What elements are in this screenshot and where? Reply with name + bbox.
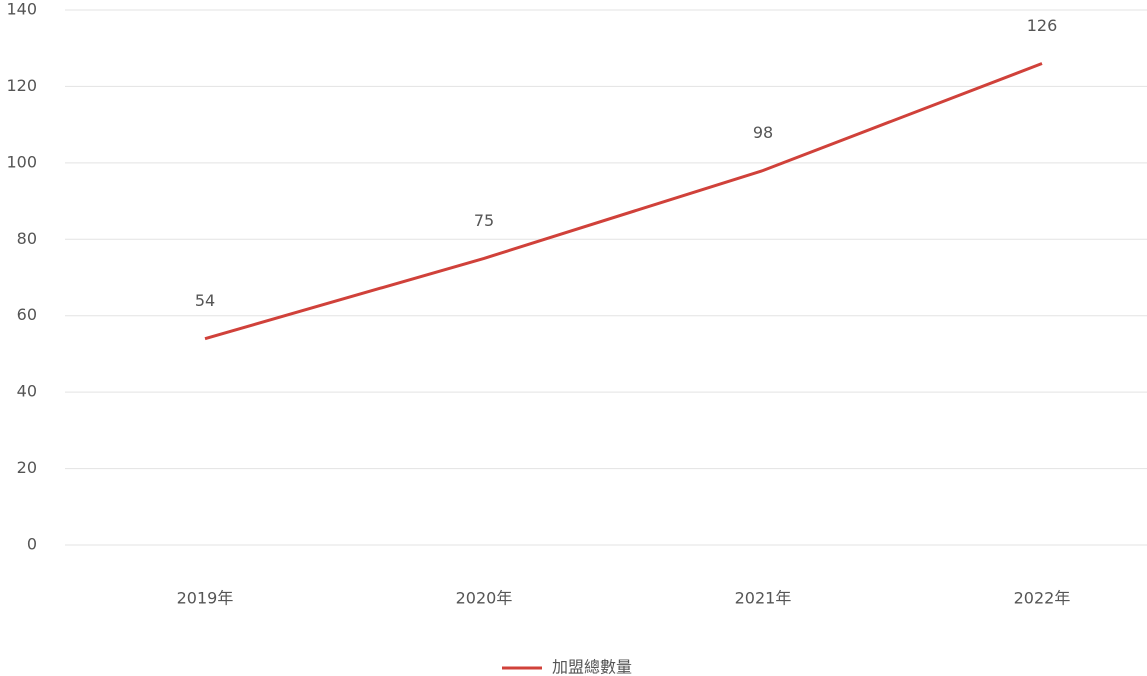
data-label: 98: [753, 123, 773, 142]
x-tick-label: 2021年: [735, 589, 792, 608]
data-label: 126: [1027, 16, 1058, 35]
x-tick-label: 2022年: [1014, 589, 1071, 608]
y-tick-label: 60: [17, 305, 37, 324]
series-line: [204, 62, 1043, 341]
data-label: 75: [474, 211, 494, 230]
y-tick-label: 0: [27, 535, 37, 554]
y-tick-label: 80: [17, 229, 37, 248]
y-tick-label: 120: [6, 76, 37, 95]
x-tick-label: 2020年: [456, 589, 513, 608]
data-label: 54: [195, 291, 215, 310]
x-tick-label: 2019年: [177, 589, 234, 608]
y-tick-label: 40: [17, 382, 37, 401]
y-tick-label: 140: [6, 0, 37, 19]
legend-label: 加盟總數量: [552, 658, 632, 676]
y-tick-label: 100: [6, 152, 37, 171]
y-tick-label: 20: [17, 458, 37, 477]
